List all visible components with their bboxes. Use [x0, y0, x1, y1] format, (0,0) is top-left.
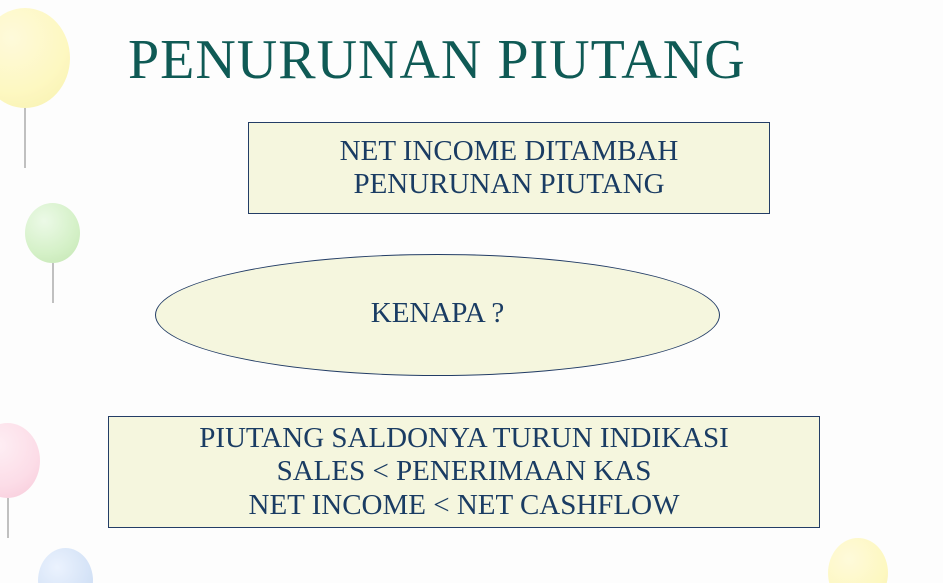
- question-ellipse: KENAPA ?: [155, 254, 720, 376]
- explanation-box: PIUTANG SALDONYA TURUN INDIKASI SALES < …: [108, 416, 820, 528]
- slide-title: PENURUNAN PIUTANG: [128, 28, 943, 92]
- explanation-line: PIUTANG SALDONYA TURUN INDIKASI: [109, 422, 819, 455]
- statement-line: NET INCOME DITAMBAH: [249, 135, 769, 168]
- statement-line: PENURUNAN PIUTANG: [249, 168, 769, 201]
- statement-box: NET INCOME DITAMBAH PENURUNAN PIUTANG: [248, 122, 770, 214]
- question-text: KENAPA ?: [371, 297, 504, 330]
- explanation-line: SALES < PENERIMAAN KAS: [109, 455, 819, 488]
- balloon-decoration: [828, 538, 888, 583]
- explanation-line: NET INCOME < NET CASHFLOW: [109, 489, 819, 522]
- slide-content: PENURUNAN PIUTANG NET INCOME DITAMBAH PE…: [0, 28, 943, 528]
- balloon-decoration: [38, 548, 93, 583]
